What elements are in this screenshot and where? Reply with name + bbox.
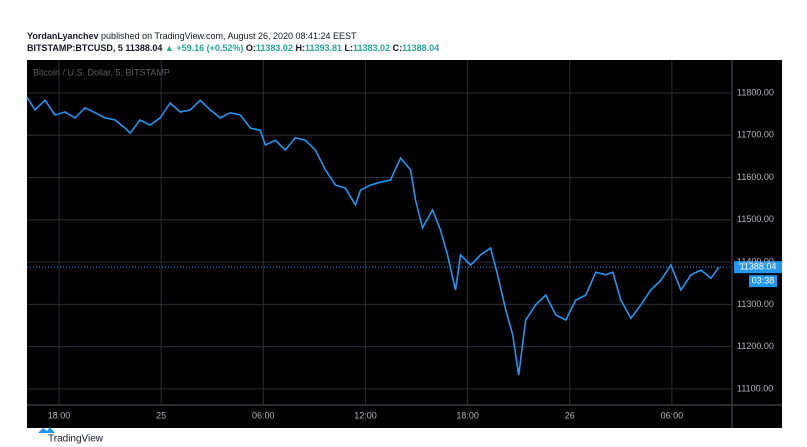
y-tick-label: 11800.00 (737, 87, 774, 97)
y-tick-label: 11300.00 (737, 299, 774, 309)
x-tick-label: 06:00 (661, 410, 684, 420)
price: 11388.04 (125, 43, 162, 53)
logo-icon (38, 427, 55, 433)
published: published on TradingView.com, August 26,… (101, 31, 357, 41)
x-tick-label: 26 (565, 410, 575, 420)
y-tick-label: 11500.00 (737, 214, 774, 224)
c-label: C: (393, 43, 403, 53)
change: ▲ +59.16 (+0.52%) (165, 43, 243, 53)
y-tick-label: 11400.00 (737, 256, 774, 266)
y-tick-label: 11700.00 (737, 130, 774, 140)
o-value: 11383.02 (256, 43, 293, 53)
countdown: 03:38 (752, 276, 775, 286)
price-line (26, 96, 720, 376)
chart-background (27, 60, 782, 428)
watermark: Bitcoin / U.S. Dollar, 5, BITSTAMP (33, 67, 170, 77)
x-tick-label: 18:00 (48, 410, 71, 420)
l-label: L: (345, 43, 354, 53)
x-tick-label: 06:00 (252, 410, 275, 420)
brand: TradingView (48, 434, 104, 445)
x-tick-label: 25 (156, 410, 166, 420)
last-price-tag (734, 261, 782, 274)
y-tick-label: 11200.00 (737, 341, 774, 351)
last-price-label: 11388.04 (740, 262, 777, 272)
header-line: YordanLyanchev published on TradingView.… (27, 31, 357, 41)
symbol: BITSTAMP:BTCUSD, 5 (27, 43, 123, 53)
symbol-line: BITSTAMP:BTCUSD, 5 11388.04 ▲ +59.16 (+0… (27, 43, 439, 53)
y-tick-label: 11100.00 (737, 383, 773, 393)
y-tick-label: 11600.00 (737, 172, 774, 182)
h-value: 11393.81 (305, 43, 342, 53)
h-label: H: (295, 43, 305, 53)
countdown-tag (749, 275, 777, 288)
c-value: 11388.04 (402, 43, 439, 53)
l-value: 11383.02 (353, 43, 390, 53)
x-tick-label: 12:00 (354, 410, 377, 420)
marks: 11388.04 03:38 (26, 96, 782, 376)
o-label: O: (246, 43, 256, 53)
publisher: YordanLyanchev (27, 31, 99, 41)
x-tick-label: 18:00 (456, 410, 479, 420)
